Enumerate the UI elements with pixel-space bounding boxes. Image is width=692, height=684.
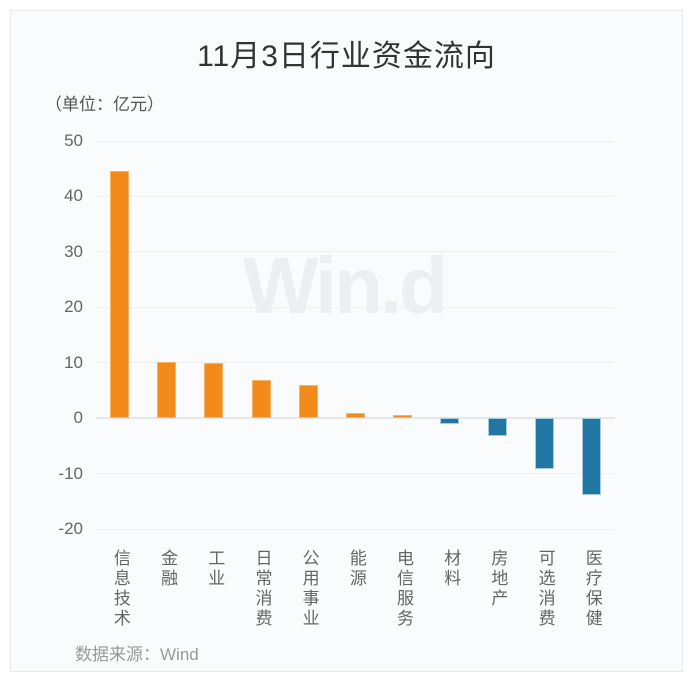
gridline-20 xyxy=(96,306,615,308)
bar-信息技术[interactable] xyxy=(110,170,130,419)
chart-title: 11月3日行业资金流向 xyxy=(197,40,496,73)
bar-能源[interactable] xyxy=(346,413,365,419)
x-tick-label-日常消费: 日常消费 xyxy=(252,549,272,629)
x-tick-label-能源: 能源 xyxy=(346,549,366,589)
y-tick-label-30: 30 xyxy=(64,241,83,261)
gridline-10 xyxy=(96,362,615,364)
bar-公用事业[interactable] xyxy=(298,385,318,419)
bar-日常消费[interactable] xyxy=(251,380,271,419)
x-tick-label-医疗保健: 医疗保健 xyxy=(582,549,602,629)
x-tick-label-信息技术: 信息技术 xyxy=(110,549,130,629)
x-tick-label-房地产: 房地产 xyxy=(488,549,508,609)
x-tick-label-金融: 金融 xyxy=(158,549,178,589)
bar-可选消费[interactable] xyxy=(534,418,554,469)
gridline--10 xyxy=(96,473,615,475)
y-tick-label-40: 40 xyxy=(64,186,83,206)
bar-金融[interactable] xyxy=(157,361,177,419)
y-tick-label-50: 50 xyxy=(64,131,83,150)
x-tick-label-可选消费: 可选消费 xyxy=(535,549,555,629)
y-tick-label-0: 0 xyxy=(73,408,83,428)
bar-电信服务[interactable] xyxy=(393,415,413,419)
x-tick-label-材料: 材料 xyxy=(441,549,461,589)
y-tick-label--10: -10 xyxy=(58,463,83,483)
y-tick-label-20: 20 xyxy=(64,297,83,317)
y-tick-label--20: -20 xyxy=(58,519,83,538)
bar-工业[interactable] xyxy=(204,363,224,419)
y-tick-label-10: 10 xyxy=(64,352,83,372)
gridline-30 xyxy=(96,251,615,253)
x-tick-label-电信服务: 电信服务 xyxy=(394,549,414,629)
x-tick-label-工业: 工业 xyxy=(205,549,225,589)
gridline-50 xyxy=(96,140,615,142)
unit-label: （单位：亿元） xyxy=(45,95,164,114)
plot-area xyxy=(96,140,615,530)
chart-card: 11月3日行业资金流向 （单位：亿元） Win.d 50 40 30 20 10 0 -10… xyxy=(10,10,683,672)
data-source-label: 数据来源：Wind xyxy=(75,645,199,664)
gridline--20 xyxy=(96,528,615,530)
gridline-40 xyxy=(96,195,615,197)
bar-医疗保健[interactable] xyxy=(581,418,601,496)
wind-watermark: Win.d xyxy=(243,241,448,330)
bar-材料[interactable] xyxy=(440,418,460,425)
zero-axis-line xyxy=(96,417,615,420)
x-tick-label-公用事业: 公用事业 xyxy=(299,549,319,629)
bar-房地产[interactable] xyxy=(487,418,507,437)
